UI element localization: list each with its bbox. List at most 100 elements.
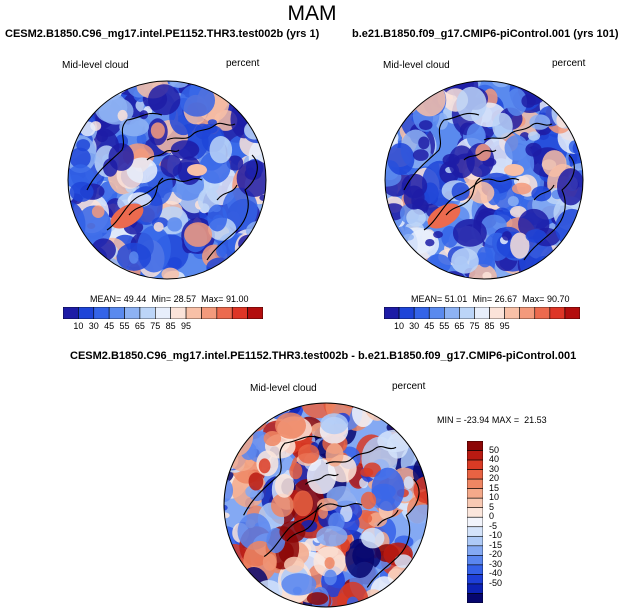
coastline-1: [106, 178, 203, 231]
panel1-colorbar-labels: 10 30 45 55 65 75 85 95: [63, 321, 263, 333]
colorbar-swatch: [534, 307, 551, 319]
colorbar-tick-label: 65: [134, 321, 145, 331]
colorbar-swatch: [108, 307, 125, 319]
colorbar-swatch: [467, 516, 483, 528]
colorbar-tick-label: 45: [424, 321, 435, 331]
colorbar-tick-label: 15: [489, 482, 500, 493]
colorbar-tick-label: -5: [489, 520, 498, 531]
coastline-4: [286, 502, 323, 542]
panel2-min-label: Min=: [472, 294, 493, 304]
colorbar-swatch: [124, 307, 141, 319]
colorbar-swatch: [467, 555, 483, 566]
panel3-title: CESM2.B1850.C96_mg17.intel.PE1152.THR3.t…: [70, 350, 577, 362]
coastline-3: [325, 446, 397, 465]
colorbar-tick-label: 55: [119, 321, 130, 331]
colorbar-tick-label: 10: [489, 492, 500, 503]
panel3-units: percent: [392, 381, 426, 392]
panel1-map: [67, 80, 267, 280]
panel2-units: percent: [552, 58, 586, 69]
colorbar-swatch: [549, 307, 566, 319]
colorbar-swatch: [467, 478, 483, 489]
panel1-max-label: Max=: [201, 294, 224, 304]
colorbar-tick-label: 5: [489, 501, 495, 512]
coastline-2: [206, 154, 258, 261]
colorbar-tick-label: 0: [489, 511, 495, 522]
coastline-5: [533, 184, 555, 201]
panel1-mean-label: MEAN=: [90, 294, 122, 304]
colorbar-tick-label: 30: [409, 321, 420, 331]
colorbar-swatch: [93, 307, 110, 319]
colorbar-tick-label: 75: [150, 321, 161, 331]
panel2-min: 26.67: [494, 294, 518, 304]
panel3-colorbar: [467, 441, 483, 603]
colorbar-swatch: [467, 535, 483, 547]
coastline-0: [243, 435, 322, 516]
colorbar-tick-label: 85: [484, 321, 495, 331]
colorbar-swatch: [170, 307, 187, 319]
panel3-colorbar-labels: 50 40 30 20 15 10 5 0 -5 -10 -15 -20 -30 -40 -50: [489, 441, 519, 603]
panel3-min-label: MIN =: [437, 415, 462, 425]
coastline-4: [128, 177, 164, 216]
panel1-variable: Mid-level cloud: [62, 60, 129, 71]
colorbar-swatch: [139, 307, 156, 319]
colorbar-swatch: [467, 497, 483, 509]
panel3-max: 21.53: [524, 415, 547, 425]
coastline-3: [166, 122, 236, 141]
colorbar-tick-label: -10: [489, 530, 503, 541]
colorbar-tick-label: 85: [165, 321, 176, 331]
panel1-title: CESM2.B1850.C96_mg17.intel.PE1152.THR3.t…: [5, 28, 320, 40]
colorbar-tick-label: 65: [454, 321, 465, 331]
coastline-5: [216, 184, 238, 201]
colorbar-swatch: [384, 307, 400, 319]
colorbar-swatch: [398, 307, 415, 319]
colorbar-swatch: [564, 307, 580, 319]
colorbar-swatch: [216, 307, 233, 319]
panel3-stats: MIN = -23.94 MAX = 21.53: [437, 415, 547, 425]
panel2-map: [384, 80, 584, 280]
colorbar-tick-label: -15: [489, 539, 503, 550]
colorbar-swatch: [185, 307, 202, 319]
colorbar-swatch: [519, 307, 536, 319]
panel1-max: 91.00: [225, 294, 249, 304]
panel2-max-label: Max=: [522, 294, 545, 304]
colorbar-swatch: [247, 307, 263, 319]
main-title: MAM: [287, 2, 337, 25]
colorbar-swatch: [467, 450, 483, 461]
panel1-units: percent: [226, 58, 260, 69]
panel2-mean-label: MEAN=: [411, 294, 443, 304]
colorbar-tick-label: 95: [181, 321, 192, 331]
colorbar-tick-label: 50: [489, 444, 500, 455]
panel2-stats: MEAN= 51.01 Min= 26.67 Max= 90.70: [411, 294, 569, 304]
colorbar-tick-label: 95: [499, 321, 510, 331]
colorbar-swatch: [474, 307, 490, 319]
colorbar-tick-label: 20: [489, 473, 500, 484]
colorbar-swatch: [467, 574, 483, 585]
colorbar-tick-label: 30: [88, 321, 99, 331]
panel2-colorbar: [384, 307, 580, 319]
panel2-title: b.e21.B1850.f09_g17.CMIP6-piControl.001 …: [352, 28, 619, 40]
colorbar-tick-label: -20: [489, 549, 503, 560]
panel3-variable: Mid-level cloud: [250, 383, 317, 394]
colorbar-tick-label: -40: [489, 568, 503, 579]
colorbar-swatch: [201, 307, 218, 319]
colorbar-swatch: [467, 526, 483, 537]
colorbar-tick-label: 55: [439, 321, 450, 331]
panel2-colorbar-labels: 10 30 45 55 65 75 85 95: [384, 321, 580, 333]
colorbar-tick-label: 40: [489, 454, 500, 465]
colorbar-swatch: [413, 307, 430, 319]
colorbar-swatch: [467, 564, 483, 575]
colorbar-swatch: [155, 307, 171, 319]
panel3-map: [223, 402, 429, 608]
colorbar-swatch: [467, 488, 483, 499]
colorbar-tick-label: 10: [394, 321, 405, 331]
panel1-colorbar: [63, 307, 263, 319]
colorbar-swatch: [504, 307, 520, 319]
colorbar-tick-label: 45: [104, 321, 115, 331]
colorbar-swatch: [467, 469, 483, 480]
colorbar-tick-label: 75: [469, 321, 480, 331]
coastline-5: [377, 509, 399, 526]
colorbar-swatch: [467, 441, 483, 451]
colorbar-tick-label: 30: [489, 463, 500, 474]
coastline-1: [423, 178, 520, 231]
colorbar-tick-label: -30: [489, 558, 503, 569]
